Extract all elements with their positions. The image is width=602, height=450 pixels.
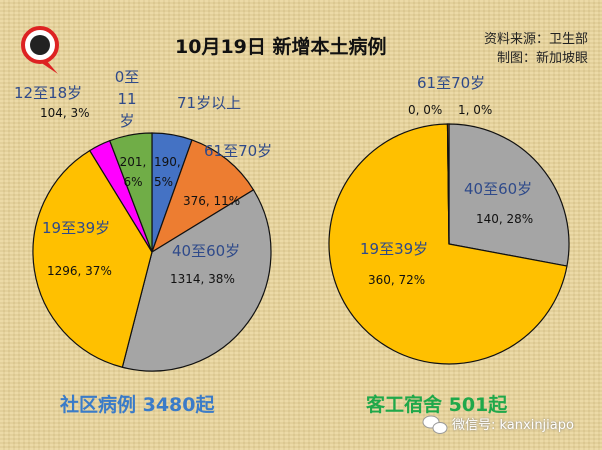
wechat-icon [422,415,448,434]
pie-slice [448,123,570,267]
label-12-18: 12至18岁 [14,84,83,102]
value-r-40-60: 140, 28% [476,212,534,226]
label-0-11: 0至11岁 [114,68,140,130]
value-r-19-39: 360, 72% [368,273,426,287]
credit-note: 制图：新加坡眼 [496,51,588,66]
community-total: 社区病例 3480起 [60,394,215,416]
dormitory-total: 客工宿舍 501起 [366,394,508,416]
label-71plus: 71岁以上 [177,94,242,112]
label-r-61-70: 61至70岁 [417,74,486,92]
label-40-60: 40至60岁 [172,242,241,260]
value-19-39: 1296, 37% [47,264,112,278]
community-pie [32,132,272,372]
logo [21,26,59,74]
source-note: 资料来源：卫生部 [483,32,588,47]
pie-slice [328,123,568,365]
value-71plus: 190, 5% [154,155,181,189]
value-0-11: 201, 6% [119,155,147,189]
pie-slice [446,123,450,245]
value-r-61-70: 1, 0% [458,103,493,117]
pie-slice [32,149,153,368]
label-r-40-60: 40至60岁 [464,180,533,198]
label-19-39: 19至39岁 [42,219,111,237]
label-61-70: 61至70岁 [204,142,273,160]
pie-slice [121,189,272,372]
pie-slice [108,132,153,253]
wechat-id: 微信号: kanxinjiapo [452,418,574,433]
value-61-70: 376, 11% [183,194,241,208]
value-40-60: 1314, 38% [170,272,235,286]
chart-title: 10月19日 新增本土病例 [175,36,387,58]
dormitory-pie [328,123,570,365]
value-12-18: 104, 3% [40,106,90,120]
value-r-0-11: 0, 0% [408,103,443,117]
pie-slice [150,139,255,254]
label-r-19-39: 19至39岁 [360,240,429,258]
